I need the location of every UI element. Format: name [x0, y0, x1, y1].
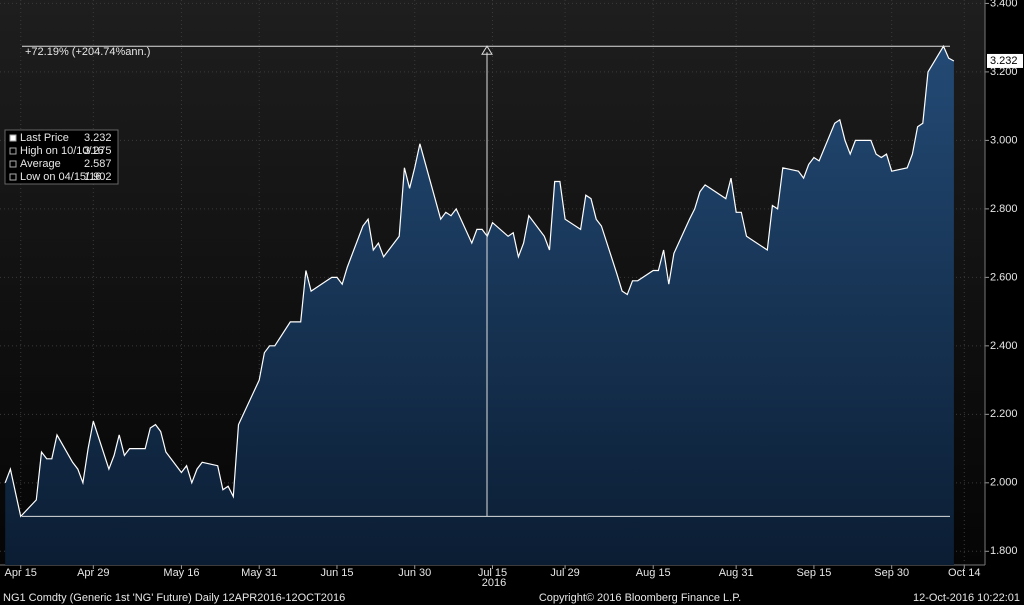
x-tick-label: Jul 29 — [550, 567, 579, 579]
legend-label: Low on 04/15/16 — [20, 171, 101, 183]
legend-swatch — [9, 134, 17, 142]
x-tick-label: May 16 — [163, 567, 199, 579]
legend-swatch — [9, 147, 17, 155]
legend-swatch — [9, 173, 17, 181]
legend-label: Last Price — [20, 132, 69, 144]
y-tick-label: 2.800 — [990, 203, 1018, 215]
price-line — [4, 44, 955, 518]
last-price-label: 3.232 — [990, 55, 1018, 67]
y-tick-label: 1.800 — [990, 545, 1018, 557]
y-tick-label: 3.200 — [990, 66, 1018, 78]
last-price-tag — [987, 53, 1023, 68]
y-tick-label: 3.400 — [990, 0, 1018, 9]
x-tick-label: Sep 30 — [874, 567, 909, 579]
x-tick-label: Apr 15 — [5, 567, 37, 579]
legend-value: 2.587 — [84, 158, 112, 170]
x-tick-label: Oct 14 — [948, 567, 980, 579]
x-tick-label: Aug 15 — [636, 567, 671, 579]
legend-value: 3.275 — [84, 145, 112, 157]
x-tick-label: Sep 15 — [796, 567, 831, 579]
legend-value: 1.902 — [84, 171, 112, 183]
legend-box — [4, 129, 119, 185]
annotation: +72.19% (+204.74%ann.) — [25, 46, 150, 58]
y-tick-label: 2.400 — [990, 340, 1018, 352]
year-label: 2016 — [482, 577, 506, 589]
legend-swatch — [9, 160, 17, 168]
arrow-head — [481, 45, 493, 55]
x-tick-label: Jul 15 — [478, 567, 507, 579]
x-tick-label: Jun 15 — [320, 567, 353, 579]
footer-left: NG1 Comdty (Generic 1st 'NG' Future) Dai… — [3, 592, 345, 604]
footer-center: Copyright© 2016 Bloomberg Finance L.P. — [539, 592, 741, 604]
area — [5, 46, 954, 565]
y-tick-label: 3.000 — [990, 134, 1018, 146]
y-tick-label: 2.000 — [990, 477, 1018, 489]
footer-right: 12-Oct-2016 10:22:01 — [913, 592, 1020, 604]
legend-value: 3.232 — [84, 132, 112, 144]
x-tick-label: May 31 — [241, 567, 277, 579]
y-tick-label: 2.600 — [990, 271, 1018, 283]
y-tick-label: 2.200 — [990, 408, 1018, 420]
legend-label: Average — [20, 158, 61, 170]
x-tick-label: Aug 31 — [719, 567, 754, 579]
x-tick-label: Apr 29 — [77, 567, 109, 579]
x-tick-label: Jun 30 — [398, 567, 431, 579]
legend-label: High on 10/10/16 — [20, 145, 104, 157]
